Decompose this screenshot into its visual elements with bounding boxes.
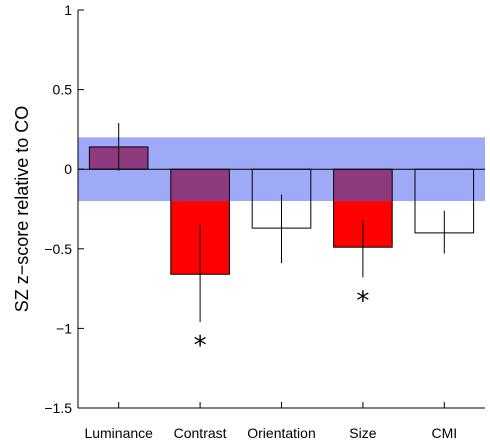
x-tick-label-2: Orientation — [247, 425, 315, 441]
x-tick-label-1: Contrast — [174, 425, 227, 441]
y-tick-label-2: 0 — [64, 161, 72, 177]
x-tick-label-3: Size — [349, 425, 376, 441]
y-tick-label-5: −1.5 — [44, 400, 72, 416]
error-bars-layer — [118, 123, 445, 323]
y-tick-label-0: 1 — [64, 2, 72, 18]
significance-layer: ** — [194, 286, 370, 361]
y-tick-label-1: 0.5 — [53, 82, 73, 98]
bars-layer — [88, 146, 475, 275]
y-axis-title: SZ z−score relative to CO — [12, 106, 32, 313]
y-tick-label-4: −1 — [56, 320, 72, 336]
significance-marker-3: * — [356, 286, 369, 316]
bar-3-inside-band — [333, 169, 393, 202]
y-tick-label-3: −0.5 — [44, 241, 72, 257]
x-tick-label-4: CMI — [431, 425, 457, 441]
x-tick-label-0: Luminance — [84, 425, 153, 441]
bar-1-inside-band — [170, 169, 230, 202]
axes-layer: 1 0.5 0 −0.5 −1 −1.5 Luminance Contrast Orientat… — [44, 2, 485, 441]
significance-marker-1: * — [194, 331, 207, 361]
